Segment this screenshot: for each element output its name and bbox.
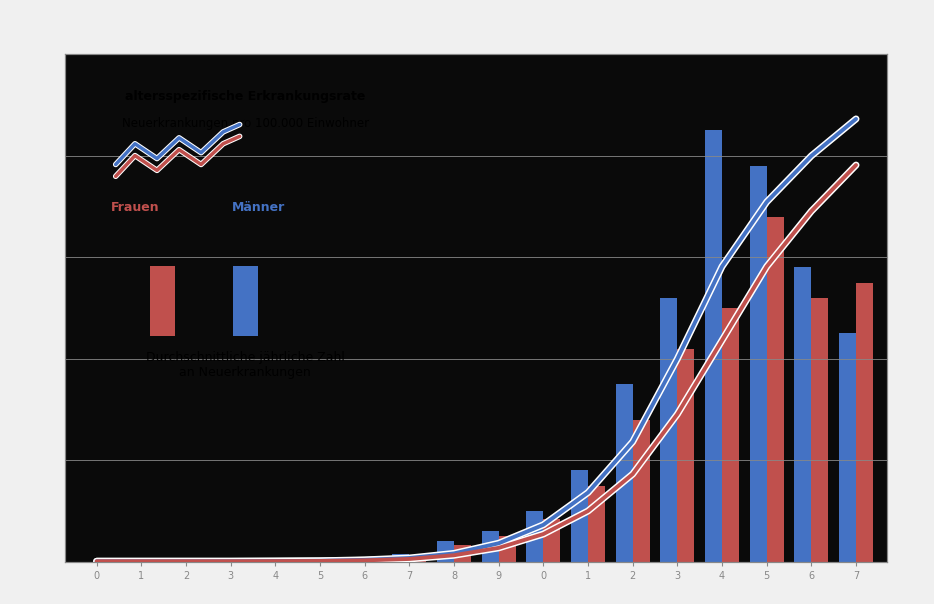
Text: Frauen: Frauen bbox=[110, 201, 160, 214]
Bar bbox=[632, 420, 650, 562]
Bar bbox=[150, 266, 175, 336]
Bar bbox=[527, 511, 544, 562]
Bar bbox=[660, 298, 677, 562]
Bar bbox=[677, 349, 694, 562]
Text: Durchschnittliche jährliche Zahl
an Neuerkrankungen: Durchschnittliche jährliche Zahl an Neue… bbox=[146, 351, 345, 379]
Bar bbox=[499, 536, 516, 562]
Bar bbox=[750, 166, 767, 562]
Bar bbox=[364, 560, 382, 562]
Bar bbox=[839, 333, 856, 562]
Bar bbox=[795, 268, 812, 562]
Text: Männer: Männer bbox=[233, 201, 286, 214]
Bar bbox=[347, 559, 364, 562]
Bar bbox=[454, 545, 471, 562]
Bar bbox=[437, 541, 454, 562]
Bar bbox=[616, 384, 632, 562]
Bar bbox=[588, 486, 605, 562]
Bar bbox=[392, 554, 409, 562]
Bar bbox=[409, 556, 426, 562]
Bar bbox=[233, 266, 258, 336]
Bar bbox=[767, 217, 784, 562]
Text: Neuerkrankungen pro 100.000 Einwohner: Neuerkrankungen pro 100.000 Einwohner bbox=[121, 117, 369, 130]
Bar bbox=[544, 519, 560, 562]
Bar bbox=[482, 532, 499, 562]
Bar bbox=[320, 561, 337, 562]
Bar bbox=[705, 130, 722, 562]
Bar bbox=[856, 283, 873, 562]
Bar bbox=[303, 560, 320, 562]
Bar bbox=[722, 308, 739, 562]
Bar bbox=[812, 298, 828, 562]
Bar bbox=[276, 561, 292, 562]
Text: altersspezifische Erkrankungsrate: altersspezifische Erkrankungsrate bbox=[125, 91, 365, 103]
Bar bbox=[259, 561, 276, 562]
Bar bbox=[571, 471, 588, 562]
